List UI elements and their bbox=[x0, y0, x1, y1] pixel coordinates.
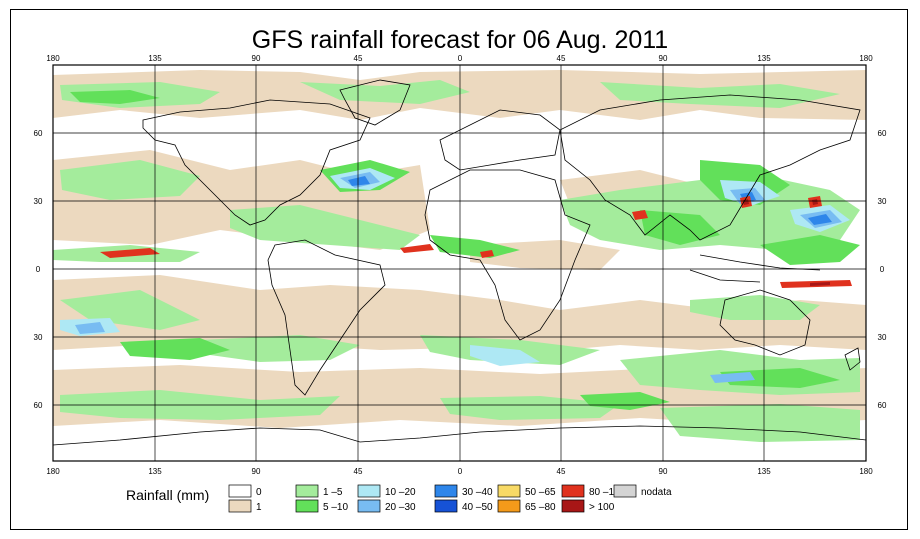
lon-label: 45 bbox=[557, 467, 566, 476]
lon-label: 180 bbox=[46, 467, 60, 476]
legend-label: 40 –50 bbox=[462, 502, 493, 513]
lat-label: 60 bbox=[878, 129, 887, 138]
legend-items: 0 1 1 –5 5 –10 10 –20 20 –30 30 –40 40 –50 50 –6… bbox=[228, 484, 672, 513]
lat-labels-right: 60 30 0 30 60 bbox=[878, 129, 887, 410]
legend-swatch bbox=[561, 484, 585, 498]
lon-labels-top: 180 135 90 45 0 45 90 135 180 bbox=[46, 54, 873, 63]
legend-swatch bbox=[357, 499, 381, 513]
legend-label: 30 –40 bbox=[462, 487, 493, 498]
lon-label: 45 bbox=[557, 54, 566, 63]
lon-labels-bottom: 180 135 90 45 0 45 90 135 180 bbox=[46, 467, 873, 476]
legend-label: 20 –30 bbox=[385, 502, 416, 513]
lat-label: 30 bbox=[878, 197, 887, 206]
legend-label: 50 –65 bbox=[525, 487, 556, 498]
lat-label: 0 bbox=[880, 265, 885, 274]
lat-labels-left: 60 30 0 30 60 bbox=[34, 129, 43, 410]
legend-swatch bbox=[497, 499, 521, 513]
legend-swatch bbox=[561, 499, 585, 513]
lon-label: 45 bbox=[354, 54, 363, 63]
legend-swatch bbox=[295, 484, 319, 498]
lon-label: 90 bbox=[659, 467, 668, 476]
lon-label: 0 bbox=[458, 54, 463, 63]
legend-swatch bbox=[434, 499, 458, 513]
lon-label: 90 bbox=[659, 54, 668, 63]
lat-label: 60 bbox=[34, 129, 43, 138]
legend-title: Rainfall (mm) bbox=[126, 487, 209, 503]
legend-swatch bbox=[434, 484, 458, 498]
legend-label: nodata bbox=[641, 487, 672, 498]
lat-label: 60 bbox=[878, 401, 887, 410]
lat-label: 30 bbox=[34, 333, 43, 342]
lat-label: 30 bbox=[878, 333, 887, 342]
lon-label: 0 bbox=[458, 467, 463, 476]
legend-swatch bbox=[497, 484, 521, 498]
lat-label: 30 bbox=[34, 197, 43, 206]
lon-label: 180 bbox=[46, 54, 60, 63]
lon-label: 135 bbox=[757, 467, 771, 476]
legend-label: > 100 bbox=[589, 502, 615, 513]
legend-swatch bbox=[357, 484, 381, 498]
lon-label: 135 bbox=[757, 54, 771, 63]
legend-label: 0 bbox=[256, 487, 262, 498]
legend-label: 1 –5 bbox=[323, 487, 343, 498]
figure-frame bbox=[10, 9, 908, 530]
lon-label: 90 bbox=[252, 467, 261, 476]
legend-swatch bbox=[228, 499, 252, 513]
map-title: GFS rainfall forecast for 06 Aug. 2011 bbox=[251, 26, 669, 54]
lon-label: 180 bbox=[859, 467, 873, 476]
legend-swatch bbox=[613, 484, 637, 498]
lon-label: 180 bbox=[859, 54, 873, 63]
lat-label: 60 bbox=[34, 401, 43, 410]
legend-swatch bbox=[295, 499, 319, 513]
legend-swatch bbox=[228, 484, 252, 498]
legend-label: 10 –20 bbox=[385, 487, 416, 498]
map-border bbox=[52, 64, 867, 462]
lat-label: 0 bbox=[36, 265, 41, 274]
legend-label: 1 bbox=[256, 502, 262, 513]
lon-label: 135 bbox=[148, 467, 162, 476]
graticule bbox=[53, 65, 866, 461]
lon-label: 135 bbox=[148, 54, 162, 63]
legend-label: 65 –80 bbox=[525, 502, 556, 513]
legend-label: 80 –100 bbox=[589, 487, 626, 498]
lon-label: 45 bbox=[354, 467, 363, 476]
legend: Rainfall (mm) 0 1 1 –5 5 –10 10 –20 20 –30 30 … bbox=[126, 484, 672, 513]
legend-label: 5 –10 bbox=[323, 502, 348, 513]
lon-label: 90 bbox=[252, 54, 261, 63]
